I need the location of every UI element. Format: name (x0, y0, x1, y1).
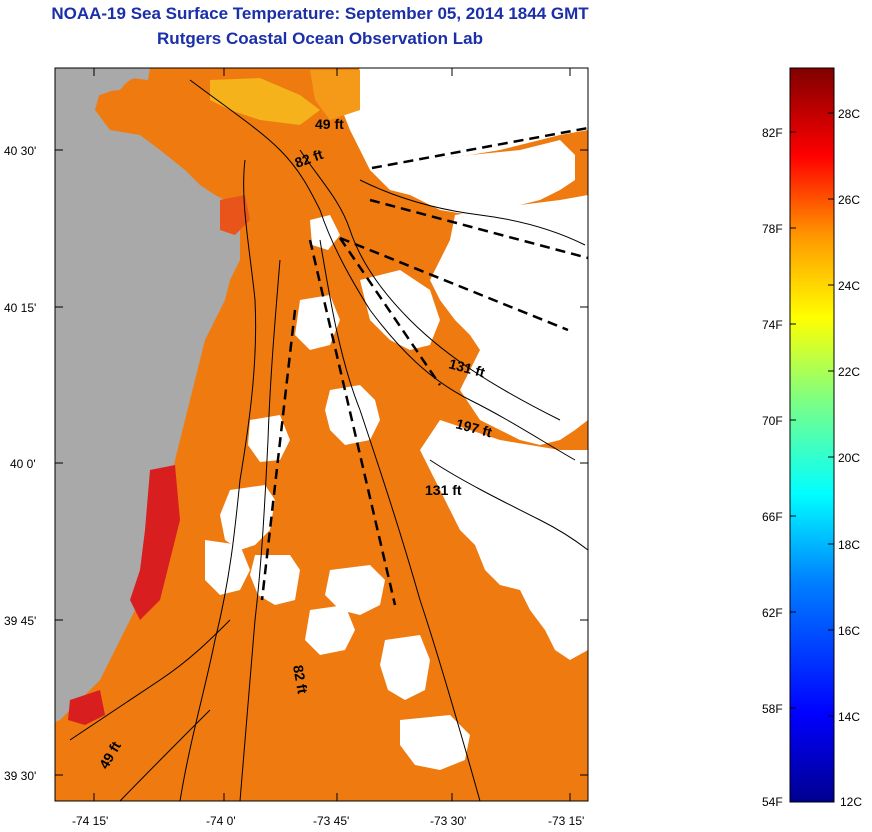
lon-tick-label: -73 45' (313, 814, 349, 828)
lat-tick-label: 40 0' (10, 457, 36, 471)
colorbar-f-label: 78F (762, 222, 783, 236)
colorbar-c-label: 18C (838, 538, 860, 552)
colorbar-c-label: 26C (838, 193, 860, 207)
land-new-jersey (55, 68, 240, 722)
colorbar-f-label: 82F (762, 126, 783, 140)
colorbar-f-label: 70F (762, 414, 783, 428)
colorbar-ticks (790, 112, 834, 717)
colorbar-c-label: 14C (838, 710, 860, 724)
colorbar-c-label: 12C (840, 795, 862, 809)
contour-label-131ft-south: 131 ft (425, 482, 462, 498)
colorbar-c-label: 28C (838, 107, 860, 121)
lon-tick-label: -73 30' (430, 814, 466, 828)
bathymetry-contours (69, 79, 588, 801)
lat-tick-label: 40 30' (4, 144, 36, 158)
colorbar-f-label: 62F (762, 606, 783, 620)
colorbar-f-label: 54F (762, 795, 783, 809)
dashed-route-lines (260, 126, 588, 606)
colorbar-c-label: 16C (838, 624, 860, 638)
lat-tick-label: 39 30' (4, 769, 36, 783)
colorbar-f-label: 66F (762, 510, 783, 524)
map-frame (54, 67, 589, 802)
temperature-colorbar: 82F 78F 74F 70F 66F 62F 58F 54F 28C 26C … (762, 67, 862, 809)
lon-tick-label: -74 0' (206, 814, 236, 828)
contour-label-49ft-north: 49 ft (315, 116, 344, 132)
lon-tick-label: -73 15' (548, 814, 584, 828)
colorbar-f-label: 58F (762, 702, 783, 716)
lat-tick-label: 39 45' (4, 614, 36, 628)
contour-label-82ft-south: 82 ft (290, 664, 311, 695)
lon-tick-label: -74 15' (72, 814, 108, 828)
colorbar-c-label: 22C (838, 365, 860, 379)
map-tick-marks (55, 68, 588, 801)
land-long-island (55, 68, 150, 115)
colorbar-c-label: 24C (838, 279, 860, 293)
colorbar-c-label: 20C (838, 451, 860, 465)
map-title: NOAA-19 Sea Surface Temperature: Septemb… (51, 4, 589, 23)
lat-tick-label: 40 15' (4, 301, 36, 315)
map-subtitle: Rutgers Coastal Ocean Observation Lab (157, 29, 483, 48)
map-area: 49 ft 82 ft 131 ft 197 ft 131 ft 82 ft 4… (55, 68, 588, 801)
colorbar-gradient (789, 67, 835, 803)
colorbar-f-label: 74F (762, 318, 783, 332)
sst-warm-pockets (68, 70, 360, 725)
